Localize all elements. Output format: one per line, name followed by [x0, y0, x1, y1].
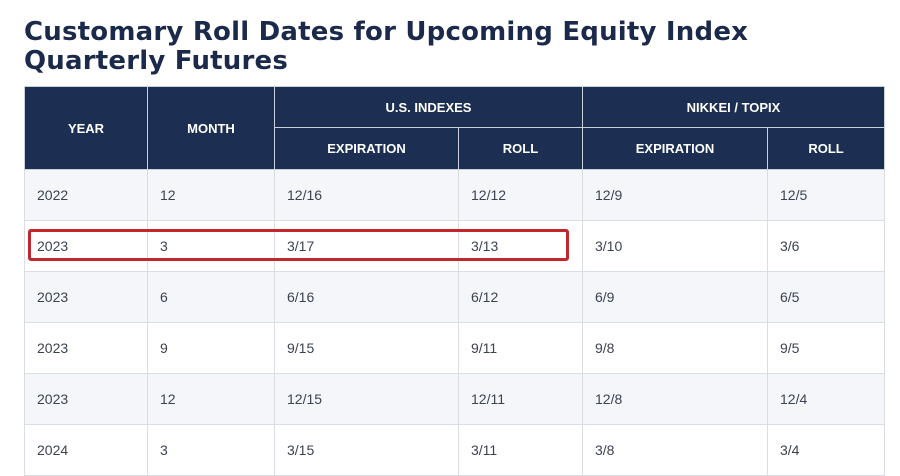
- cell-nikkei-roll: 6/5: [766, 271, 886, 323]
- header-nikkei-topix: NIKKEI / TOPIX: [581, 86, 886, 128]
- cell-year: 2023: [24, 271, 148, 323]
- cell-year: 2023: [24, 373, 148, 425]
- cell-us-roll: 6/12: [458, 271, 583, 323]
- table-row: 2022 12 12/16 12/12 12/9 12/5: [24, 169, 886, 221]
- cell-month: 12: [147, 169, 275, 221]
- cell-us-roll: 12/11: [458, 373, 583, 425]
- cell-nikkei-expiration: 6/9: [582, 271, 768, 323]
- page-title: Customary Roll Dates for Upcoming Equity…: [24, 17, 749, 76]
- header-us-expiration: EXPIRATION: [274, 127, 459, 170]
- cell-nikkei-roll: 3/4: [766, 424, 886, 476]
- cell-year: 2023: [24, 322, 148, 374]
- cell-year: 2024: [24, 424, 148, 476]
- cell-us-roll: 12/12: [458, 169, 583, 221]
- cell-month: 3: [147, 424, 275, 476]
- cell-nikkei-roll: 12/5: [766, 169, 886, 221]
- cell-nikkei-expiration: 3/8: [582, 424, 768, 476]
- cell-us-roll: 3/11: [458, 424, 583, 476]
- cell-us-expiration: 12/16: [274, 169, 459, 221]
- cell-month: 3: [147, 220, 275, 272]
- cell-nikkei-roll: 12/4: [766, 373, 886, 425]
- table-row: 2023 9 9/15 9/11 9/8 9/5: [24, 322, 886, 374]
- table-row: 2023 6 6/16 6/12 6/9 6/5: [24, 271, 886, 323]
- table-row: 2024 3 3/15 3/11 3/8 3/4: [24, 424, 886, 476]
- header-nikkei-roll: ROLL: [766, 127, 886, 170]
- cell-us-expiration: 12/15: [274, 373, 459, 425]
- cell-nikkei-expiration: 9/8: [582, 322, 768, 374]
- header-nikkei-expiration: EXPIRATION: [582, 127, 768, 170]
- cell-nikkei-expiration: 12/8: [582, 373, 768, 425]
- cell-nikkei-roll: 3/6: [766, 220, 886, 272]
- roll-dates-table: YEAR MONTH U.S. INDEXES NIKKEI / TOPIX E…: [24, 86, 886, 476]
- header-month: MONTH: [147, 86, 275, 170]
- cell-us-expiration: 9/15: [274, 322, 459, 374]
- cell-us-roll: 3/13: [458, 220, 583, 272]
- table-row: 2023 3 3/17 3/13 3/10 3/6: [24, 220, 886, 272]
- cell-us-expiration: 3/15: [274, 424, 459, 476]
- cell-month: 6: [147, 271, 275, 323]
- cell-nikkei-expiration: 3/10: [582, 220, 768, 272]
- header-year: YEAR: [24, 86, 148, 170]
- cell-month: 12: [147, 373, 275, 425]
- cell-month: 9: [147, 322, 275, 374]
- cell-year: 2023: [24, 220, 148, 272]
- cell-year: 2022: [24, 169, 148, 221]
- table-row: 2023 12 12/15 12/11 12/8 12/4: [24, 373, 886, 425]
- header-us-roll: ROLL: [458, 127, 583, 170]
- cell-us-roll: 9/11: [458, 322, 583, 374]
- cell-nikkei-roll: 9/5: [766, 322, 886, 374]
- cell-nikkei-expiration: 12/9: [582, 169, 768, 221]
- header-us-indexes: U.S. INDEXES: [274, 86, 583, 128]
- cell-us-expiration: 3/17: [274, 220, 459, 272]
- cell-us-expiration: 6/16: [274, 271, 459, 323]
